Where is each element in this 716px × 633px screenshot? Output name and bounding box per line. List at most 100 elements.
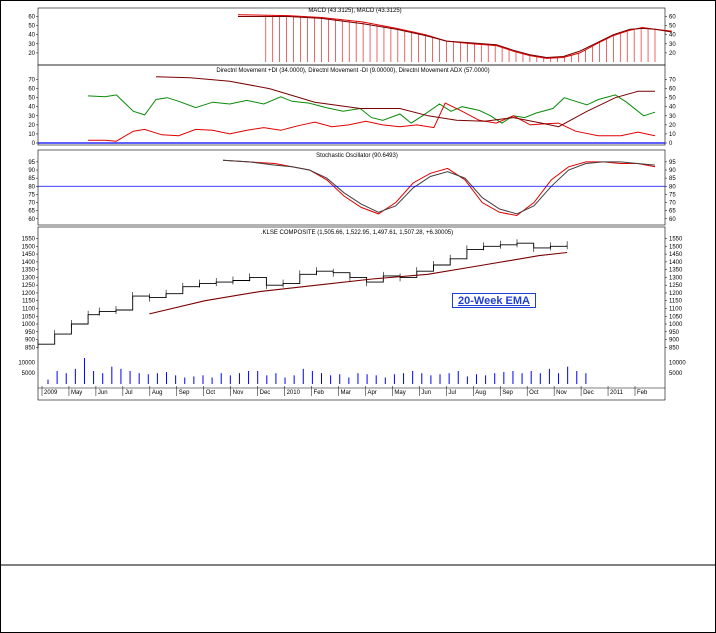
panel-border <box>37 226 666 401</box>
volume-tick-label-left: 5000 <box>22 371 36 377</box>
y-tick-label-right: 0 <box>669 141 673 147</box>
y-tick-label-left: 1450 <box>22 252 36 258</box>
y-tick-label-left: 60 <box>28 87 35 93</box>
x-tick-label: Jun <box>421 390 431 396</box>
x-tick-label: Apr <box>367 390 376 396</box>
y-tick-label-right: 40 <box>669 105 676 111</box>
y-tick-label-left: 900 <box>25 338 36 344</box>
y-tick-label-right: 950 <box>669 330 680 336</box>
y-tick-label-left: 1000 <box>22 322 36 328</box>
macd-series-line <box>237 14 672 59</box>
volume-tick-label-right: 5000 <box>669 371 683 377</box>
y-tick-label-right: 850 <box>669 345 680 351</box>
y-tick-label-left: 1300 <box>22 275 36 281</box>
y-tick-label-right: 1450 <box>669 252 683 258</box>
y-tick-label-left: 60 <box>28 217 35 223</box>
x-tick-label: Dec <box>260 390 271 396</box>
y-tick-label-left: 50 <box>28 24 35 30</box>
dmi-series-line <box>88 102 656 142</box>
x-tick-label: Jun <box>98 390 108 396</box>
x-tick-label: Sep <box>502 390 513 396</box>
x-tick-label: 2011 <box>610 390 624 396</box>
x-tick-label: May <box>71 390 82 396</box>
dmi-title: Directnl Movement +DI (34.0000), Directn… <box>216 68 489 74</box>
x-tick-label: Jul <box>448 390 456 396</box>
y-tick-label-right: 20 <box>669 123 676 129</box>
x-tick-label: Aug <box>475 390 486 396</box>
y-tick-label-left: 85 <box>28 176 35 182</box>
y-tick-label-left: 1350 <box>22 268 36 274</box>
y-tick-label-right: 1350 <box>669 268 683 274</box>
y-tick-label-right: 40 <box>669 33 676 39</box>
y-tick-label-left: 850 <box>25 345 36 351</box>
volume-tick-label-left: 10000 <box>18 360 35 366</box>
y-tick-label-left: 75 <box>28 192 35 198</box>
y-tick-label-left: 950 <box>25 330 36 336</box>
y-tick-label-right: 1300 <box>669 275 683 281</box>
y-tick-label-right: 1000 <box>669 322 683 328</box>
y-tick-label-left: 30 <box>28 42 35 48</box>
y-tick-label-left: 70 <box>28 78 35 84</box>
x-tick-label: Jul <box>125 390 133 396</box>
dmi-series-line <box>155 76 655 128</box>
y-tick-label-left: 1400 <box>22 260 36 266</box>
x-tick-label: Oct <box>206 390 216 396</box>
y-tick-label-left: 1250 <box>22 283 36 289</box>
y-tick-label-left: 20 <box>28 123 35 129</box>
stochastic-title: Stochastic Oscillator (90.6493) <box>316 153 398 159</box>
y-tick-label-right: 1200 <box>669 291 683 297</box>
y-tick-label-left: 80 <box>28 184 35 190</box>
ema-line <box>149 251 568 315</box>
y-tick-label-left: 40 <box>28 105 35 111</box>
y-tick-label-right: 90 <box>669 168 676 174</box>
macd-series-line <box>238 16 672 59</box>
y-tick-label-right: 1100 <box>669 306 683 312</box>
stochastic-series-line <box>222 159 656 217</box>
x-tick-label: Mar <box>341 390 351 396</box>
y-tick-label-right: 1400 <box>669 260 683 266</box>
y-tick-label-right: 30 <box>669 42 676 48</box>
y-tick-label-left: 1100 <box>22 306 36 312</box>
y-tick-label-left: 90 <box>28 168 35 174</box>
plot-layer: 60 60 50 50 40 40 30 30 20 20 70 70 60 60 50 50 40 40 30 30… <box>18 14 686 396</box>
panel-border <box>37 7 666 66</box>
y-tick-label-right: 70 <box>669 201 676 207</box>
y-tick-label-left: 70 <box>28 201 35 207</box>
y-tick-label-right: 85 <box>669 176 676 182</box>
y-tick-label-right: 50 <box>669 96 676 102</box>
panel-border <box>37 64 666 146</box>
volume-tick-label-right: 10000 <box>669 360 686 366</box>
y-tick-label-right: 900 <box>669 338 680 344</box>
y-tick-label-left: 10 <box>28 132 35 138</box>
y-tick-label-left: 50 <box>28 96 35 102</box>
x-tick-label: Dec <box>583 390 594 396</box>
y-tick-label-right: 60 <box>669 217 676 223</box>
y-tick-label-right: 80 <box>669 184 676 190</box>
y-tick-label-right: 50 <box>669 24 676 30</box>
y-tick-label-right: 1250 <box>669 283 683 289</box>
x-tick-label: 2010 <box>287 390 301 396</box>
x-tick-label: Oct <box>529 390 539 396</box>
y-tick-label-right: 60 <box>669 87 676 93</box>
x-tick-label: Feb <box>637 390 648 396</box>
y-tick-label-left: 95 <box>28 160 35 166</box>
macd-title: MACD (43.3125), MACD (43.3125) <box>308 8 401 14</box>
y-tick-label-right: 30 <box>669 114 676 120</box>
y-tick-label-right: 95 <box>669 160 676 166</box>
y-tick-label-left: 40 <box>28 33 35 39</box>
x-tick-label: Feb <box>314 390 325 396</box>
y-tick-label-left: 1550 <box>22 237 36 243</box>
ema-label: 20-Week EMA <box>452 293 536 308</box>
y-tick-label-left: 30 <box>28 114 35 120</box>
x-tick-label: Nov <box>556 390 567 396</box>
y-tick-label-left: 1500 <box>22 244 36 250</box>
y-tick-label-left: 20 <box>28 51 35 57</box>
y-tick-label-right: 75 <box>669 192 676 198</box>
y-tick-label-right: 70 <box>669 78 676 84</box>
panel-borders <box>37 7 666 401</box>
y-tick-label-right: 1050 <box>669 314 683 320</box>
x-tick-label: Sep <box>179 390 190 396</box>
dmi-series-line <box>87 94 656 124</box>
